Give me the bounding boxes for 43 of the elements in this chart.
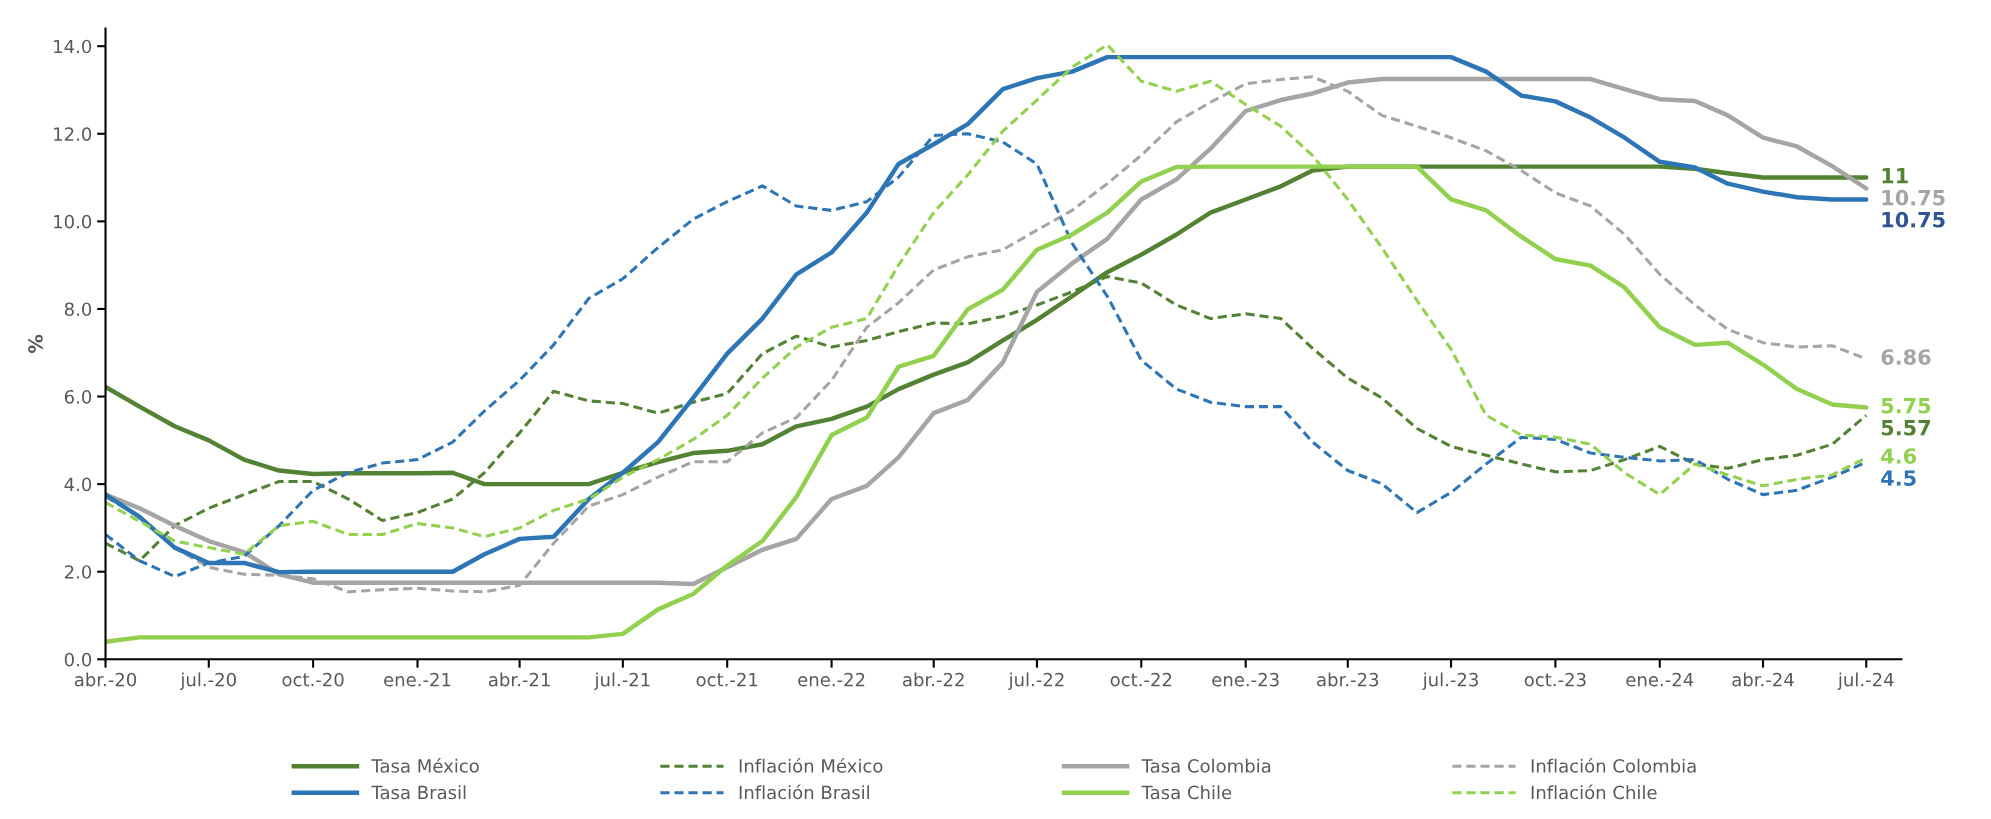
legend-label: Inflación Brasil (739, 784, 869, 800)
legend-label: Inflación Colombia (1531, 758, 1696, 773)
x-tick-label: abr.-21 (488, 672, 550, 687)
data-label: 5.75 (1881, 398, 1931, 414)
x-tick-label: ene.-23 (1212, 672, 1279, 687)
data-label: 4.5 (1881, 470, 1916, 486)
x-tick-label: oct.-22 (1110, 672, 1172, 687)
legend-label: Tasa Brasil (371, 785, 466, 800)
legend-label: Inflación Chile (1531, 784, 1657, 800)
data-label: 11 (1882, 168, 1908, 184)
x-tick-label: jul.-23 (1422, 672, 1478, 690)
x-tick-label: abr.-22 (903, 672, 964, 687)
x-tick-label: ene.-24 (1626, 672, 1694, 687)
x-tick-label: jul.-21 (594, 672, 650, 690)
y-tick-label: 2.0 (64, 565, 92, 579)
x-tick-label: abr.-23 (1317, 672, 1379, 687)
legend-label: Tasa Chile (1141, 785, 1232, 800)
x-tick-label: jul.-22 (1008, 672, 1064, 690)
x-tick-label: jul.-24 (1837, 672, 1894, 690)
x-tick-label: oct.-21 (696, 672, 758, 687)
y-tick-label: 10.0 (54, 214, 92, 229)
y-axis-title: % (28, 334, 43, 354)
legend-label: Inflación México (739, 758, 883, 773)
x-tick-label: oct.-23 (1524, 672, 1586, 687)
annotation: 10.75 (1882, 211, 1945, 228)
x-tick-label: jul.-20 (180, 672, 236, 690)
y-tick-label: 8.0 (64, 302, 92, 317)
data-label: 10.75 (1882, 189, 1945, 206)
legend-label: Tasa México (371, 758, 479, 773)
x-tick-label: abr.-24 (1732, 672, 1794, 687)
data-label: 6.86 (1881, 349, 1931, 365)
y-tick-label: 0.0 (64, 652, 92, 667)
x-tick-label: oct.-20 (282, 672, 344, 687)
x-tick-label: abr.-20 (74, 672, 137, 687)
y-tick-label: 14.0 (54, 39, 92, 54)
legend-label: Tasa Colombia (1141, 758, 1271, 773)
y-tick-label: 4.0 (64, 477, 92, 492)
x-tick-label: ene.-22 (798, 672, 865, 687)
data-label: 4.6 (1881, 448, 1917, 464)
y-tick-label: 6.0 (64, 389, 92, 404)
x-tick-label: ene.-21 (384, 672, 451, 687)
data-label: 5.57 (1881, 420, 1930, 436)
y-tick-label: 12.0 (54, 127, 92, 141)
